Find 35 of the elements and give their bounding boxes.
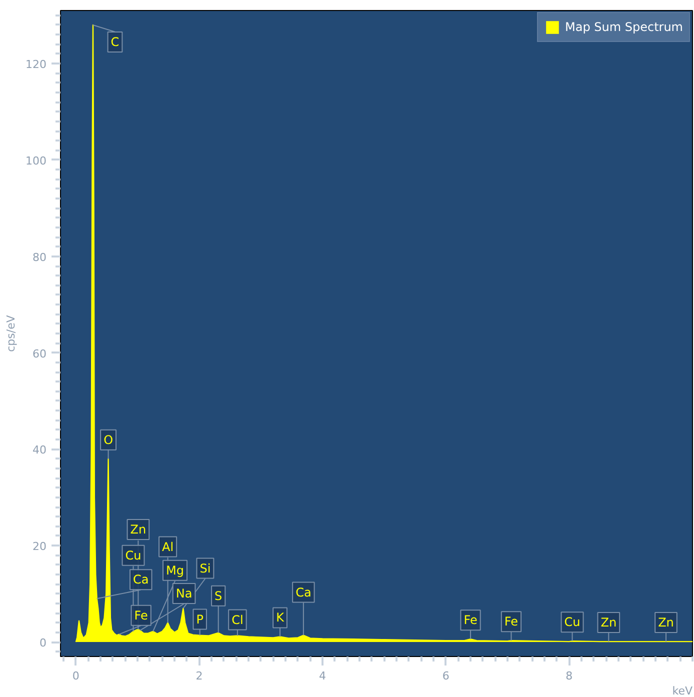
annotation: K: [276, 610, 286, 625]
x-tick-label: 0: [72, 670, 80, 682]
annotation: Zn: [130, 522, 146, 537]
y-tick-label: 20: [32, 540, 47, 554]
annotation: Na: [176, 586, 192, 600]
annotation: Mg: [166, 563, 184, 578]
annotation: Cu: [125, 548, 142, 562]
x-axis-title: keV: [672, 684, 693, 697]
y-tick-label: 60: [32, 347, 47, 360]
annotation: S: [214, 588, 222, 603]
y-axis-title: cps/eV: [4, 314, 18, 352]
y-tick-label: 120: [26, 58, 47, 72]
y-tick-label: 100: [26, 154, 47, 168]
x-tick-label: 6: [442, 670, 450, 682]
x-tick-label: 8: [566, 670, 573, 682]
annotation: Cu: [564, 615, 580, 630]
annotation: Al: [162, 540, 174, 554]
annotation: Zn: [600, 616, 617, 630]
annotation: Fe: [134, 608, 148, 622]
annotation: Zn: [658, 616, 674, 630]
annotation: O: [104, 432, 114, 447]
annotation: Ca: [133, 572, 149, 587]
annotation: P: [196, 612, 204, 626]
annotation: C: [110, 34, 120, 49]
annotation: Si: [200, 561, 211, 576]
y-tick-label: 40: [32, 444, 47, 457]
annotation: Fe: [464, 613, 478, 628]
x-tick-label: 2: [196, 670, 203, 682]
y-tick-label: 80: [32, 250, 47, 264]
y-tick-label: 0: [40, 636, 46, 650]
x-tick-label: 4: [319, 670, 326, 682]
annotation: Fe: [504, 614, 518, 629]
annotation: Ca: [296, 585, 312, 600]
annotation: Cl: [232, 612, 244, 627]
legend-label: Map Sum Spectrum: [564, 20, 683, 34]
